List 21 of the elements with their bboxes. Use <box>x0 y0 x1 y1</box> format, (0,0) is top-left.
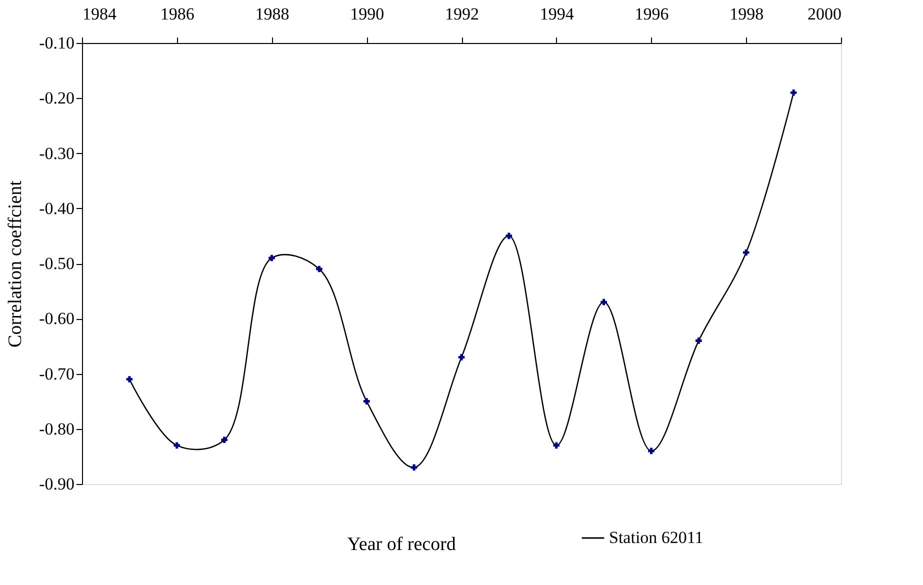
y-tick-label: -0.90 <box>39 474 74 494</box>
legend-label: Station 62011 <box>609 528 704 547</box>
y-tick-label: -0.20 <box>39 88 74 108</box>
x-tick-label: 1986 <box>160 4 194 24</box>
x-axis-title: Year of record <box>347 534 456 555</box>
y-tick-label: -0.30 <box>39 144 74 163</box>
x-tick-label: 1988 <box>255 4 290 24</box>
x-tick-label: 2000 <box>808 4 842 24</box>
y-tick-label: -0.40 <box>39 198 74 218</box>
y-tick-label: -0.10 <box>39 34 74 52</box>
x-tick-label: 1992 <box>445 4 479 24</box>
y-tick-label: -0.80 <box>39 419 74 438</box>
y-axis-title: Correlation coeffcient <box>5 180 26 348</box>
x-tick-label: 1998 <box>730 4 764 24</box>
y-tick-label: -0.60 <box>39 309 74 328</box>
x-tick-label: 1990 <box>350 4 384 24</box>
x-tick-label: 1984 <box>82 4 117 24</box>
x-tick-label: 1994 <box>540 4 574 24</box>
y-tick-label: -0.70 <box>39 364 74 384</box>
y-tick-label: -0.50 <box>39 254 74 273</box>
x-tick-label: 1996 <box>634 4 669 24</box>
